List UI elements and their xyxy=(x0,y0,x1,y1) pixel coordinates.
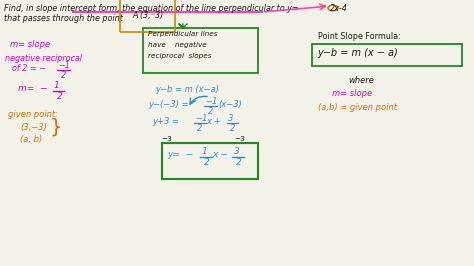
Text: Point Slope Formula:: Point Slope Formula: xyxy=(318,32,401,41)
Text: (a, b): (a, b) xyxy=(20,135,42,144)
Text: 2x-4: 2x-4 xyxy=(330,4,348,13)
Text: 2: 2 xyxy=(208,107,213,116)
Text: Find, in slope intercept form, the equation of the line perpendicular to y=: Find, in slope intercept form, the equat… xyxy=(4,4,299,13)
Text: y+3 =: y+3 = xyxy=(152,117,182,126)
Text: 2: 2 xyxy=(204,158,210,167)
Text: 2: 2 xyxy=(236,158,242,167)
Text: y−(−3) =: y−(−3) = xyxy=(148,100,189,109)
Text: have    negative: have negative xyxy=(148,42,207,48)
Text: reciprocal  slopes: reciprocal slopes xyxy=(148,53,211,59)
Text: given point:: given point: xyxy=(8,110,58,119)
Text: −1: −1 xyxy=(195,114,207,123)
Text: −3: −3 xyxy=(161,136,172,142)
Text: 1: 1 xyxy=(202,147,208,156)
Text: x +: x + xyxy=(206,117,220,126)
Text: }: } xyxy=(50,118,63,136)
Text: (x−3): (x−3) xyxy=(218,100,242,109)
Text: (a,b) = given point: (a,b) = given point xyxy=(318,103,397,112)
Text: y−b = m (x − a): y−b = m (x − a) xyxy=(317,48,398,58)
Text: Perpendicular lines: Perpendicular lines xyxy=(148,31,218,37)
Text: x −: x − xyxy=(212,150,228,159)
Text: of 2 = −: of 2 = − xyxy=(12,64,46,73)
Text: −1: −1 xyxy=(205,97,218,106)
Text: y=  −: y= − xyxy=(167,150,193,159)
Text: A (3,⁻3): A (3,⁻3) xyxy=(132,11,163,20)
Text: m= slope: m= slope xyxy=(332,89,372,98)
Text: 2: 2 xyxy=(57,92,63,101)
Text: 2: 2 xyxy=(197,124,202,133)
Text: 3: 3 xyxy=(234,147,240,156)
Text: 2: 2 xyxy=(61,71,66,80)
Text: −1: −1 xyxy=(58,61,70,70)
Text: where: where xyxy=(348,76,374,85)
Text: negative reciprocal: negative reciprocal xyxy=(5,54,82,63)
Text: 3: 3 xyxy=(228,114,233,123)
Text: that passes through the point: that passes through the point xyxy=(4,14,123,23)
Text: 1: 1 xyxy=(54,81,60,90)
Text: (3,−3): (3,−3) xyxy=(20,123,47,132)
Text: m=  −: m= − xyxy=(18,84,47,93)
Text: m= slope: m= slope xyxy=(10,40,50,49)
Text: −3: −3 xyxy=(234,136,245,142)
Text: y−b = m (x−a): y−b = m (x−a) xyxy=(155,85,219,94)
Text: 2: 2 xyxy=(230,124,236,133)
